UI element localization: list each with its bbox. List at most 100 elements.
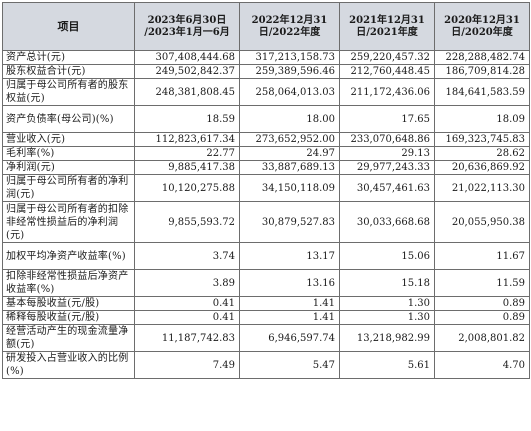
cell-2022: 34,150,118.09 bbox=[239, 174, 340, 202]
row-label: 营业收入(元) bbox=[2, 132, 135, 147]
cell-2021: 5.61 bbox=[339, 351, 435, 379]
header-2022: 2022年12月31 日/2022年度 bbox=[239, 2, 340, 51]
header-2023h1: 2023年6月30日/2023年1月一6月 bbox=[134, 2, 240, 51]
table-row: 稀释每股收益(元/股) 0.41 1.41 1.30 0.89 bbox=[2, 310, 530, 325]
table-row: 经营活动产生的现金流量净额(元) 11,187,742.83 6,946,597… bbox=[2, 324, 530, 352]
cell-2023h1: 307,408,444.68 bbox=[134, 50, 240, 65]
cell-2020: 184,641,583.59 bbox=[434, 78, 530, 106]
cell-2022: 1.41 bbox=[239, 296, 340, 311]
table-row: 股东权益合计(元) 249,502,842.37 259,389,596.46 … bbox=[2, 64, 530, 79]
cell-2023h1: 3.74 bbox=[134, 242, 240, 270]
cell-2023h1: 112,823,617.34 bbox=[134, 132, 240, 147]
cell-2023h1: 9,855,593.72 bbox=[134, 201, 240, 243]
header-2023h1-line1: 2023年6月30日 bbox=[147, 14, 227, 26]
cell-2023h1: 18.59 bbox=[134, 105, 240, 133]
cell-2020: 18.09 bbox=[434, 105, 530, 133]
cell-2022: 13.16 bbox=[239, 269, 340, 297]
cell-2022: 5.47 bbox=[239, 351, 340, 379]
table-row: 归属于母公司所有者的扣除非经常性损益后的净利润(元) 9,855,593.72 … bbox=[2, 201, 530, 243]
table-row: 归属于母公司所有者的净利润(元) 10,120,275.88 34,150,11… bbox=[2, 174, 530, 202]
header-2023h1-line2: /2023年1月一6月 bbox=[144, 26, 230, 38]
header-2020-line2: 日/2020年度 bbox=[451, 26, 513, 38]
header-2022-line1: 2022年12月31 bbox=[251, 14, 328, 26]
cell-2021: 30,033,668.68 bbox=[339, 201, 435, 243]
table-row: 毛利率(%) 22.77 24.97 29.13 28.62 bbox=[2, 146, 530, 161]
cell-2021: 15.06 bbox=[339, 242, 435, 270]
cell-2023h1: 11,187,742.83 bbox=[134, 324, 240, 352]
cell-2022: 1.41 bbox=[239, 310, 340, 325]
cell-2021: 15.18 bbox=[339, 269, 435, 297]
cell-2023h1: 10,120,275.88 bbox=[134, 174, 240, 202]
table-row: 资产负债率(母公司)(%) 18.59 18.00 17.65 18.09 bbox=[2, 105, 530, 133]
row-label: 基本每股收益(元/股) bbox=[2, 296, 135, 311]
row-label: 归属于母公司所有者的扣除非经常性损益后的净利润(元) bbox=[2, 201, 135, 243]
cell-2020: 186,709,814.28 bbox=[434, 64, 530, 79]
cell-2021: 30,457,461.63 bbox=[339, 174, 435, 202]
header-item: 项目 bbox=[2, 2, 135, 51]
cell-2021: 1.30 bbox=[339, 310, 435, 325]
cell-2023h1: 0.41 bbox=[134, 310, 240, 325]
cell-2021: 233,070,648.86 bbox=[339, 132, 435, 147]
row-label: 归属于母公司所有者的股东权益(元) bbox=[2, 78, 135, 106]
cell-2022: 317,213,158.73 bbox=[239, 50, 340, 65]
row-label: 经营活动产生的现金流量净额(元) bbox=[2, 324, 135, 352]
cell-2022: 30,879,527.83 bbox=[239, 201, 340, 243]
row-label: 研发投入占营业收入的比例(%) bbox=[2, 351, 135, 379]
cell-2020: 28.62 bbox=[434, 146, 530, 161]
cell-2023h1: 9,885,417.38 bbox=[134, 160, 240, 175]
financial-table-container: 项目 2023年6月30日/2023年1月一6月 2022年12月31 日/202… bbox=[2, 2, 530, 379]
cell-2022: 18.00 bbox=[239, 105, 340, 133]
row-label: 股东权益合计(元) bbox=[2, 64, 135, 79]
row-label: 加权平均净资产收益率(%) bbox=[2, 242, 135, 270]
header-item-label: 项目 bbox=[57, 19, 80, 33]
row-label: 稀释每股收益(元/股) bbox=[2, 310, 135, 325]
row-label: 资产负债率(母公司)(%) bbox=[2, 105, 135, 133]
cell-2021: 17.65 bbox=[339, 105, 435, 133]
cell-2021: 211,172,436.06 bbox=[339, 78, 435, 106]
cell-2020: 2,008,801.82 bbox=[434, 324, 530, 352]
table-header-row: 项目 2023年6月30日/2023年1月一6月 2022年12月31 日/202… bbox=[2, 2, 530, 51]
table-row: 扣除非经常性损益后净资产收益率(%) 3.89 13.16 15.18 11.5… bbox=[2, 269, 530, 297]
cell-2021: 29.13 bbox=[339, 146, 435, 161]
cell-2020: 228,288,482.74 bbox=[434, 50, 530, 65]
cell-2020: 0.89 bbox=[434, 310, 530, 325]
table-row: 资产总计(元) 307,408,444.68 317,213,158.73 25… bbox=[2, 50, 530, 65]
cell-2022: 259,389,596.46 bbox=[239, 64, 340, 79]
cell-2023h1: 7.49 bbox=[134, 351, 240, 379]
cell-2022: 33,887,689.13 bbox=[239, 160, 340, 175]
row-label: 净利润(元) bbox=[2, 160, 135, 175]
cell-2023h1: 3.89 bbox=[134, 269, 240, 297]
cell-2021: 1.30 bbox=[339, 296, 435, 311]
table-row: 归属于母公司所有者的股东权益(元) 248,381,808.45 258,064… bbox=[2, 78, 530, 106]
cell-2020: 0.89 bbox=[434, 296, 530, 311]
cell-2022: 273,652,952.00 bbox=[239, 132, 340, 147]
table-row: 营业收入(元) 112,823,617.34 273,652,952.00 23… bbox=[2, 132, 530, 147]
header-2020: 2020年12月31 日/2020年度 bbox=[434, 2, 530, 51]
table-row: 净利润(元) 9,885,417.38 33,887,689.13 29,977… bbox=[2, 160, 530, 175]
cell-2020: 11.59 bbox=[434, 269, 530, 297]
row-label: 归属于母公司所有者的净利润(元) bbox=[2, 174, 135, 202]
table-row: 研发投入占营业收入的比例(%) 7.49 5.47 5.61 4.70 bbox=[2, 351, 530, 379]
financial-data-table: 项目 2023年6月30日/2023年1月一6月 2022年12月31 日/202… bbox=[2, 2, 530, 379]
header-2021-line2: 日/2021年度 bbox=[356, 26, 418, 38]
cell-2021: 259,220,457.32 bbox=[339, 50, 435, 65]
header-2020-line1: 2020年12月31 bbox=[444, 14, 520, 26]
cell-2021: 13,218,982.99 bbox=[339, 324, 435, 352]
row-label: 扣除非经常性损益后净资产收益率(%) bbox=[2, 269, 135, 297]
cell-2023h1: 22.77 bbox=[134, 146, 240, 161]
table-row: 基本每股收益(元/股) 0.41 1.41 1.30 0.89 bbox=[2, 296, 530, 311]
cell-2020: 20,636,869.92 bbox=[434, 160, 530, 175]
cell-2020: 11.67 bbox=[434, 242, 530, 270]
cell-2020: 20,055,950.38 bbox=[434, 201, 530, 243]
row-label: 毛利率(%) bbox=[2, 146, 135, 161]
header-2021-line1: 2021年12月31 bbox=[349, 14, 425, 26]
row-label: 资产总计(元) bbox=[2, 50, 135, 65]
cell-2023h1: 0.41 bbox=[134, 296, 240, 311]
header-2022-line2: 日/2022年度 bbox=[258, 26, 321, 38]
cell-2023h1: 249,502,842.37 bbox=[134, 64, 240, 79]
table-row: 加权平均净资产收益率(%) 3.74 13.17 15.06 11.67 bbox=[2, 242, 530, 270]
cell-2023h1: 248,381,808.45 bbox=[134, 78, 240, 106]
cell-2021: 212,760,448.45 bbox=[339, 64, 435, 79]
cell-2022: 258,064,013.03 bbox=[239, 78, 340, 106]
cell-2020: 4.70 bbox=[434, 351, 530, 379]
